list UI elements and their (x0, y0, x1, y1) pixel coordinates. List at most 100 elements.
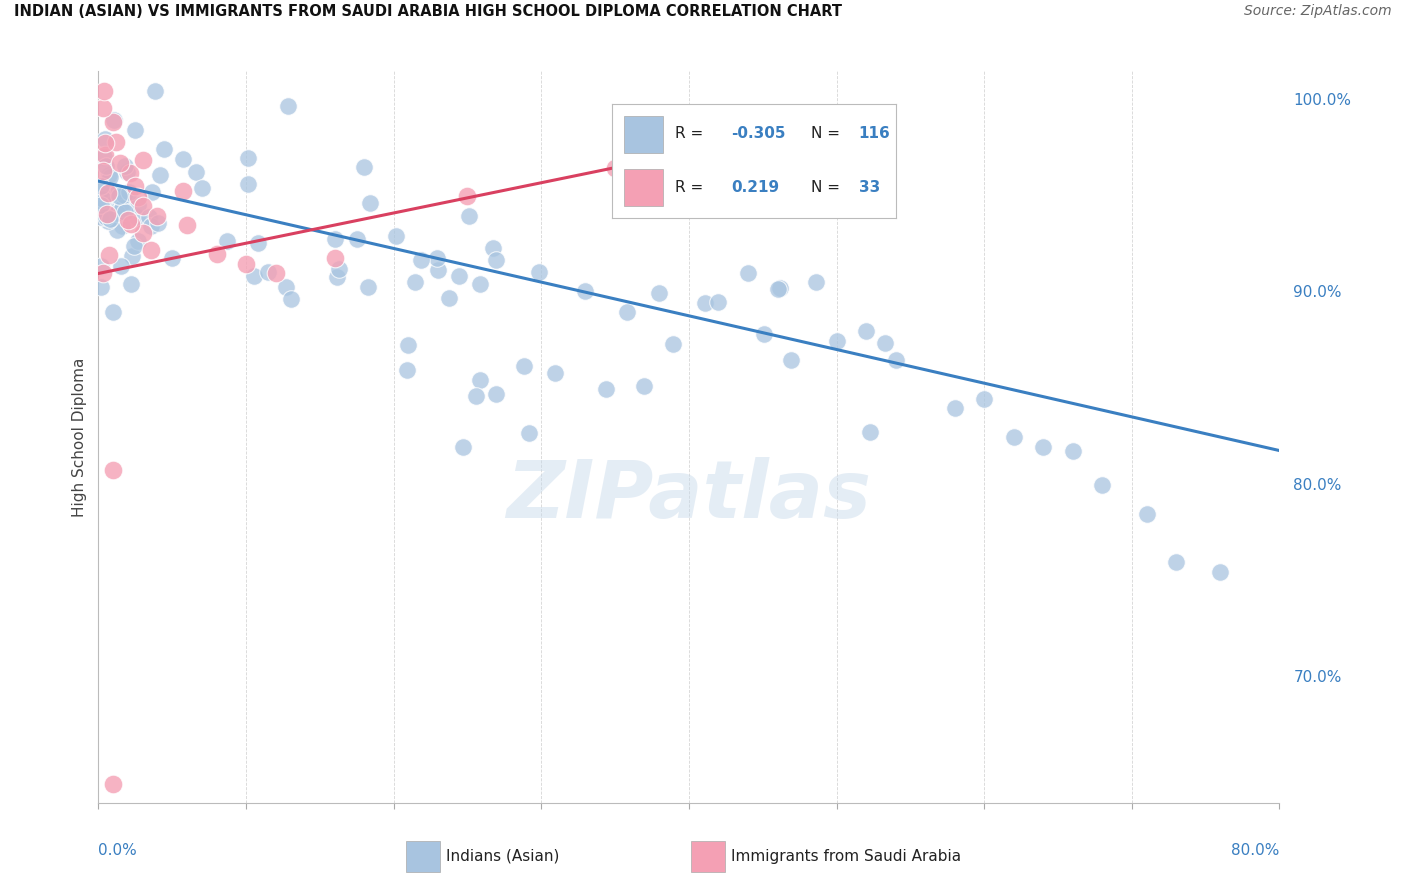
Point (152, 142, 174, 156)
Point (616, 305, 638, 319)
Point (110, 156, 132, 170)
Point (464, 389, 486, 403)
Point (648, 285, 671, 300)
Point (93, 84, 115, 98)
Point (1032, 440, 1054, 454)
Point (235, 257, 257, 271)
Point (98, 170, 121, 185)
Point (111, 201, 134, 215)
Point (124, 122, 146, 136)
Point (91, 267, 114, 281)
Point (238, 178, 260, 192)
Text: 0.219: 0.219 (731, 179, 779, 194)
Bar (690, 840, 724, 872)
Point (427, 263, 450, 277)
Point (104, 202, 127, 216)
Point (108, 188, 131, 202)
Point (90, 210, 112, 224)
Text: 116: 116 (859, 127, 890, 141)
Point (470, 277, 492, 291)
Y-axis label: High School Diploma: High School Diploma (72, 358, 87, 516)
Point (766, 282, 789, 296)
Point (127, 197, 149, 211)
Point (481, 241, 503, 255)
Point (411, 252, 433, 267)
Point (146, 216, 169, 230)
Point (257, 265, 280, 279)
Point (264, 267, 287, 281)
Point (328, 262, 350, 277)
Point (353, 160, 375, 174)
Point (141, 186, 163, 200)
Point (110, 259, 132, 273)
Point (855, 324, 877, 338)
Point (1062, 443, 1084, 458)
Point (90, 198, 112, 212)
Bar (623, 169, 664, 206)
Point (132, 226, 155, 240)
Point (139, 243, 162, 257)
Point (470, 373, 492, 387)
Point (191, 181, 214, 195)
Point (1135, 507, 1157, 521)
Text: R =: R = (675, 179, 703, 194)
Point (118, 165, 141, 179)
Point (98, 212, 121, 227)
Point (132, 199, 155, 213)
Point (247, 235, 270, 250)
Point (105, 186, 128, 200)
Point (98, 247, 121, 261)
Point (707, 295, 730, 310)
Point (127, 234, 149, 248)
Point (529, 265, 551, 279)
Point (100, 205, 122, 219)
Point (103, 305, 125, 319)
Point (662, 337, 685, 351)
Bar (406, 840, 440, 872)
Point (90, 259, 112, 273)
Point (1091, 478, 1114, 492)
Point (447, 269, 470, 284)
Point (595, 382, 617, 396)
Point (93, 132, 115, 146)
Point (1164, 555, 1187, 569)
Point (143, 84, 166, 98)
Point (485, 252, 508, 267)
Point (754, 327, 776, 342)
Point (359, 195, 381, 210)
Point (395, 362, 418, 376)
Point (873, 335, 896, 350)
Point (91, 164, 114, 178)
Point (138, 210, 160, 224)
Point (93, 101, 115, 115)
Point (804, 275, 827, 289)
Point (172, 184, 194, 198)
Point (127, 210, 149, 224)
Text: 70.0%: 70.0% (1294, 670, 1341, 685)
Point (485, 386, 508, 401)
Point (544, 366, 567, 380)
Point (103, 463, 125, 477)
Point (97, 168, 120, 182)
Point (458, 209, 481, 223)
Point (104, 135, 127, 149)
Text: R =: R = (675, 127, 703, 141)
Point (96, 207, 118, 221)
Point (120, 218, 142, 232)
Point (276, 279, 298, 293)
Point (90, 179, 112, 194)
Point (115, 165, 138, 179)
Point (112, 187, 135, 202)
Point (105, 205, 128, 219)
Text: ZIPatlas: ZIPatlas (506, 457, 872, 534)
Point (91, 195, 114, 210)
Text: N =: N = (811, 127, 839, 141)
Point (384, 228, 406, 243)
Point (243, 268, 266, 283)
Point (94, 211, 117, 225)
Point (1002, 430, 1025, 444)
Point (277, 99, 299, 113)
Point (93, 150, 115, 164)
Point (90, 184, 112, 198)
Text: -0.305: -0.305 (731, 127, 786, 141)
